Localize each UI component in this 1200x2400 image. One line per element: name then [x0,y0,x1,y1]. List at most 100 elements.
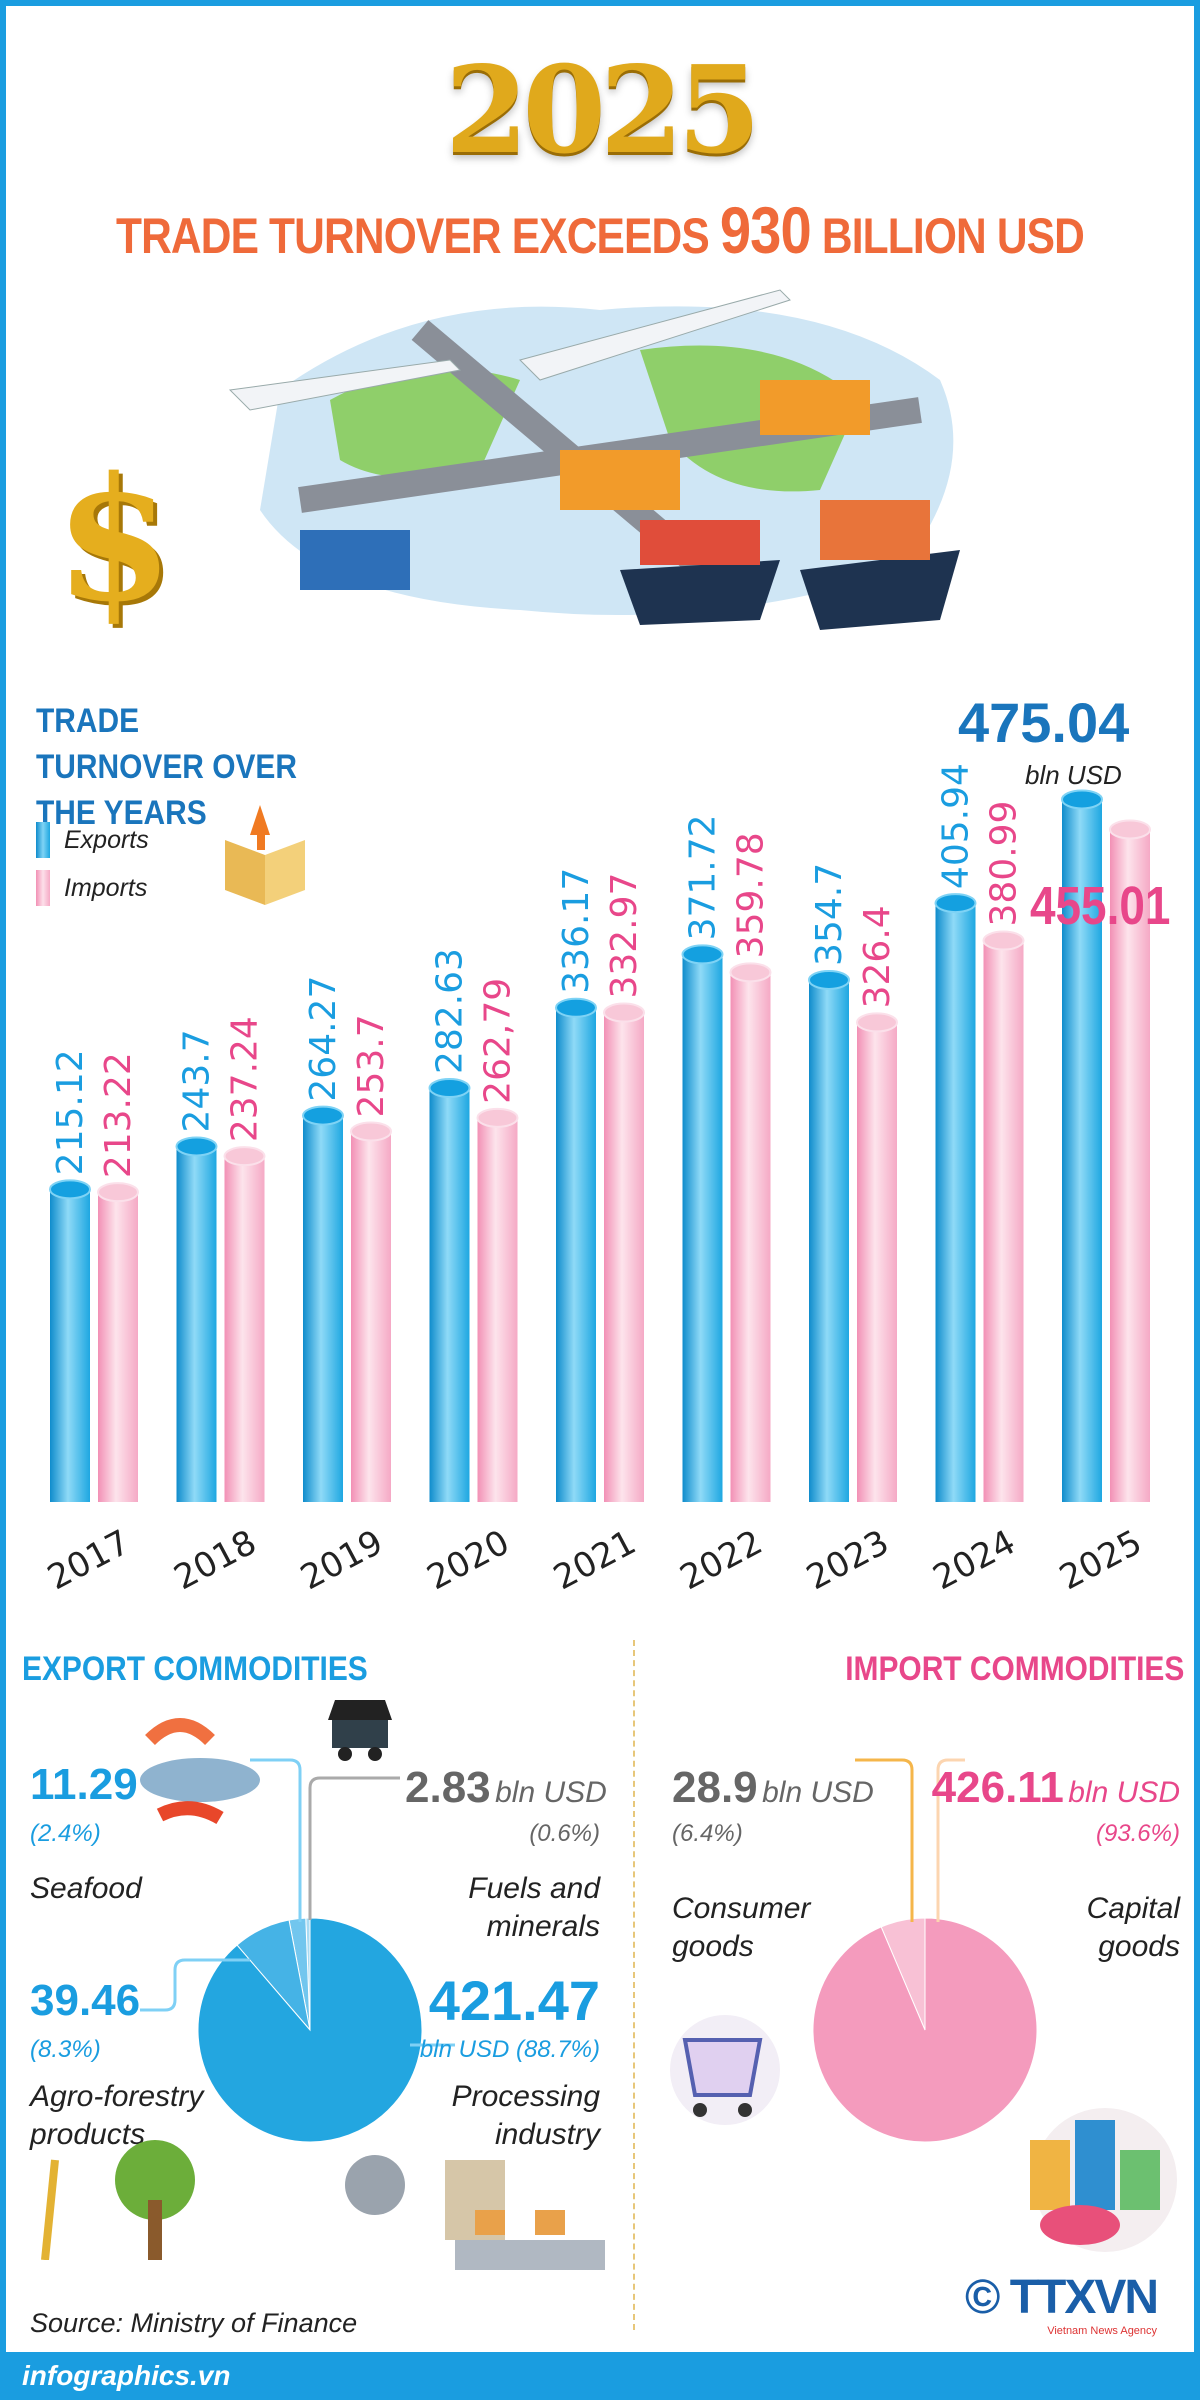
import-value-label-2017: 213.22 [98,1052,139,1178]
export-bar-2020 [429,1088,470,1502]
import-bar-cap-2017 [97,1182,139,1203]
year-label-2023: 2023 [800,1522,895,1598]
processing-label: Processing industry [451,2080,600,2151]
import-bar-cap-2021 [603,1002,645,1023]
header-title: TRADE TURNOVER EXCEEDS 930 BILLION USD [115,193,1085,267]
export-bar-cap-2023 [808,969,850,990]
year-label-2020: 2020 [421,1522,516,1598]
import-value-label-2024: 380.99 [984,801,1025,927]
export-bar-cap-2022 [681,944,724,965]
export-value-label-2024: 405.94 [936,763,977,889]
footer-bar: infographics.vn [0,2352,1200,2400]
import-bar-cap-2020 [476,1107,519,1128]
legend-exports: Exports [36,822,149,858]
import-bar-2022 [730,972,771,1502]
export-bar-cap-2018 [175,1136,218,1157]
import-value-label-2019: 253.7 [351,1014,392,1117]
source-note: Source: Ministry of Finance [30,2308,358,2338]
ttxvn-logo: © TTXVN Vietnam News Agency [965,2271,1159,2338]
leader-line [855,1758,914,1922]
header-year: 2025 [445,40,761,181]
consumer-value-row: 28.9 bln USD [672,1763,874,1812]
import-value-label-2021: 332.97 [604,873,645,999]
export-value-label-2022: 371.72 [683,814,724,940]
year-label-2025: 2025 [1053,1522,1148,1598]
export-bar-2024 [935,903,976,1502]
export-bar-2017 [50,1189,90,1502]
coal-cart-icon [328,1700,392,1761]
import-bar-cap-2022 [729,962,772,983]
seafood-icon [140,1718,260,1825]
seafood-label: Seafood [30,1872,142,1905]
capital-value-row: 426.11 bln USD [931,1763,1180,1812]
leader-line [308,1776,400,1920]
agro-icon [41,2140,195,2260]
year-label-2017: 2017 [41,1522,136,1598]
import-commodities-title: IMPORT COMMODITIES [844,1650,1184,1688]
box-icon [225,805,305,905]
export-slice-processing-industry [197,1917,423,2143]
export-value-label-2020: 282.63 [430,948,471,1074]
consumer-label: Consumer goods [672,1892,811,1963]
import-bar-cap-2023 [856,1012,898,1033]
bar-chart: 215.12 213.22 2017 243.7 237.24 2018 264.27 253… [41,763,1151,1598]
import-value-label-2023: 326.4 [857,905,898,1008]
import-bar-2023 [857,1022,897,1502]
factory-icon [345,2155,605,2270]
import-bar-cap-2018 [223,1146,266,1167]
capital-pct: (93.6%) [1095,1820,1180,1847]
export-bar-cap-2020 [428,1078,471,1099]
export-bar-2023 [809,979,849,1502]
processing-pct: bln USD (88.7%) [419,2036,600,2063]
fuels-value-row: 2.83 bln USD [405,1763,607,1812]
year-label-2021: 2021 [547,1522,642,1598]
import-bar-cap-2019 [350,1121,392,1142]
thread-spools-icon [1030,2108,1177,2252]
import-bar-2024 [983,940,1024,1502]
shopping-cart-icon [670,2015,780,2125]
export-bar-2022 [682,954,723,1502]
import-bar-2017 [98,1192,138,1502]
agro-label: Agro-forestry products [30,2080,204,2151]
export-bar-cap-2021 [555,997,597,1018]
leader-line [140,1958,250,2012]
year-label-2022: 2022 [674,1522,769,1598]
export-bar-2021 [556,1007,596,1502]
agro-pct: (8.3%) [30,2036,101,2063]
export-value-label-2017: 215.12 [50,1049,91,1175]
agro-value: 39.46 [30,1976,141,2025]
export-bar-cap-2024 [934,893,977,914]
trade-illustration [228,289,960,630]
import-bar-2020 [477,1117,518,1502]
import-slice-capital-goods [812,1917,1038,2143]
footer-link[interactable]: infographics.vn [22,2360,231,2391]
year-label-2018: 2018 [168,1522,263,1598]
legend-imports: Imports [36,870,147,906]
year-label-2019: 2019 [294,1522,389,1598]
import-bar-2021 [604,1012,644,1502]
ship-icon [620,500,960,630]
leader-line [250,1758,302,1922]
export-bar-cap-2025 [1061,789,1103,810]
export-value-label-2021: 336.17 [556,868,597,994]
dollar-icon: $ [55,440,174,640]
commodity-pies [140,1758,1038,2143]
truck-icon [300,380,870,590]
export-value-label-2023: 354.7 [809,863,850,966]
import-bar-2018 [224,1156,265,1502]
import-bar-cap-2025 [1109,819,1151,840]
export-value-label-2019: 264.27 [303,976,344,1102]
processing-value: 421.47 [428,1969,600,2032]
import-value-label-2020: 262,79 [478,978,519,1104]
airplane-icon [228,289,791,411]
export-bar-cap-2017 [49,1179,91,1200]
export-bar-2025 [1062,799,1102,1502]
export-bar-cap-2019 [302,1105,344,1126]
year-label-2024: 2024 [927,1522,1022,1598]
export-value-label-2018: 243.7 [177,1029,218,1132]
section-divider [633,1640,635,2330]
fuels-label: Fuels and minerals [468,1872,600,1943]
import-bar-2025 [1110,829,1150,1502]
export-bar-2018 [176,1146,217,1502]
